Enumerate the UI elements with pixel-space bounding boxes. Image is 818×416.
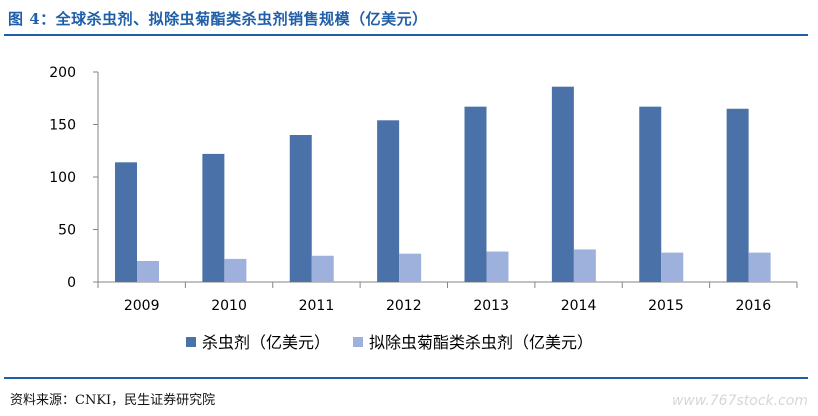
- title-rule: [4, 34, 808, 36]
- bar-pyrethroid: [311, 255, 334, 282]
- x-tick-label: 2014: [561, 298, 597, 314]
- x-tick-label: 2012: [386, 298, 422, 314]
- watermark: www.767stock.com: [671, 393, 808, 409]
- bar-insecticide: [551, 86, 574, 282]
- bar-insecticide: [202, 153, 225, 282]
- x-tick-label: 2009: [124, 298, 160, 314]
- legend-item-insecticide: 杀虫剂（亿美元）: [202, 333, 330, 352]
- bar-insecticide: [464, 106, 487, 283]
- x-tick-label: 2015: [648, 298, 684, 314]
- y-tick-label: 150: [49, 118, 76, 134]
- bar-insecticide: [726, 108, 749, 282]
- bar-pyrethroid: [399, 253, 422, 282]
- legend-swatch: [186, 337, 196, 347]
- y-tick-label: 50: [58, 223, 76, 239]
- bar-pyrethroid: [224, 258, 247, 282]
- x-tick-label: 2010: [211, 298, 247, 314]
- y-tick-label: 100: [49, 170, 76, 186]
- figure-title: 图 4：全球杀虫剂、拟除虫菊酯类杀虫剂销售规模（亿美元）: [8, 10, 428, 28]
- legend-item-pyrethroid: 拟除虫菊酯类杀虫剂（亿美元）: [369, 333, 593, 352]
- source-note: 资料来源：CNKI，民生证券研究院: [10, 393, 216, 408]
- bar-insecticide: [289, 135, 312, 282]
- legend-swatch: [353, 337, 363, 347]
- bar-pyrethroid: [573, 249, 596, 282]
- x-tick-label: 2016: [735, 298, 771, 314]
- footer-rule: [4, 377, 808, 379]
- y-tick-label: 200: [49, 65, 76, 81]
- bar-pyrethroid: [748, 252, 771, 282]
- bar-insecticide: [115, 162, 137, 282]
- bar-pyrethroid: [486, 251, 509, 282]
- x-tick-label: 2013: [473, 298, 509, 314]
- bar-insecticide: [639, 106, 662, 283]
- x-tick-label: 2011: [299, 298, 335, 314]
- bar-insecticide: [377, 120, 400, 282]
- y-tick-label: 0: [67, 275, 76, 291]
- bar-pyrethroid: [661, 252, 684, 282]
- bar-chart: 0 50 100 150 200 2009 2010 2011 2012 2013 2014 2015…: [49, 65, 798, 352]
- bar-pyrethroid: [137, 261, 159, 282]
